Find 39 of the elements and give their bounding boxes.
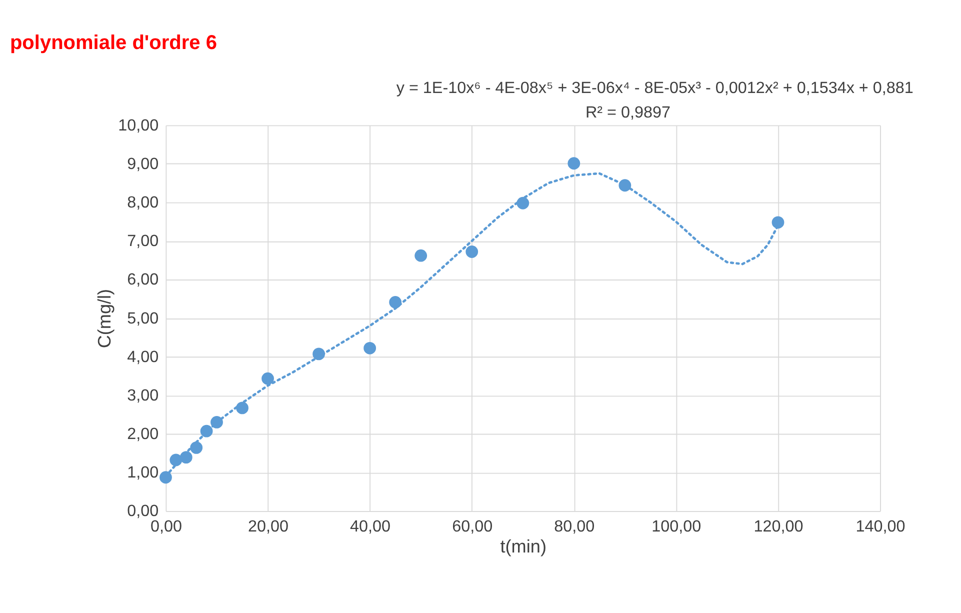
point (568, 157, 580, 170)
point (262, 372, 274, 385)
y-tick-label: 10,00 (118, 116, 159, 134)
chart-title: polynomiale d'ordre 6 (10, 32, 217, 54)
point (210, 416, 223, 428)
point (170, 454, 182, 466)
x-tick-label: 100,00 (652, 517, 702, 536)
point (236, 402, 248, 414)
point (160, 471, 172, 484)
x-axis-title: t(min) (500, 536, 546, 556)
point (190, 441, 203, 454)
y-tick-label: 3,00 (127, 386, 159, 404)
point (466, 246, 478, 258)
point (180, 451, 192, 464)
y-tick-label: 5,00 (127, 309, 159, 328)
y-tick-label: 2,00 (127, 425, 159, 444)
y-tick-label: 1,00 (127, 464, 159, 482)
text: R² = 0,9897 (585, 104, 671, 122)
y-tick-label: 6,00 (127, 270, 159, 289)
point (312, 348, 325, 360)
x-tick-label: 40,00 (350, 517, 391, 536)
point (364, 342, 376, 354)
point (516, 196, 530, 210)
x-tick-label: 120,00 (754, 517, 804, 536)
y-axis-title: C(mg/l) (94, 288, 114, 348)
y-tick-label: 9,00 (127, 155, 159, 174)
point (389, 296, 402, 308)
y-tick-label: 8,00 (127, 194, 159, 212)
x-tick-label: 140,00 (856, 517, 906, 536)
y-tick-label: 7,00 (127, 232, 159, 250)
x-tick-label: 20,00 (248, 517, 288, 536)
text: y = 1E-10x⁶ - 4E-08x⁵ + 3E-06x⁴ - 8E-05x³ - 0,0012x² + 0,1534x + 0,881 (396, 78, 914, 97)
point (414, 249, 428, 262)
x-tick-label: 60,00 (452, 517, 493, 536)
point (772, 216, 784, 229)
point (618, 179, 632, 192)
x-tick-label: 80,00 (554, 517, 595, 536)
point (200, 424, 213, 438)
y-tick-label: 4,00 (127, 348, 159, 366)
